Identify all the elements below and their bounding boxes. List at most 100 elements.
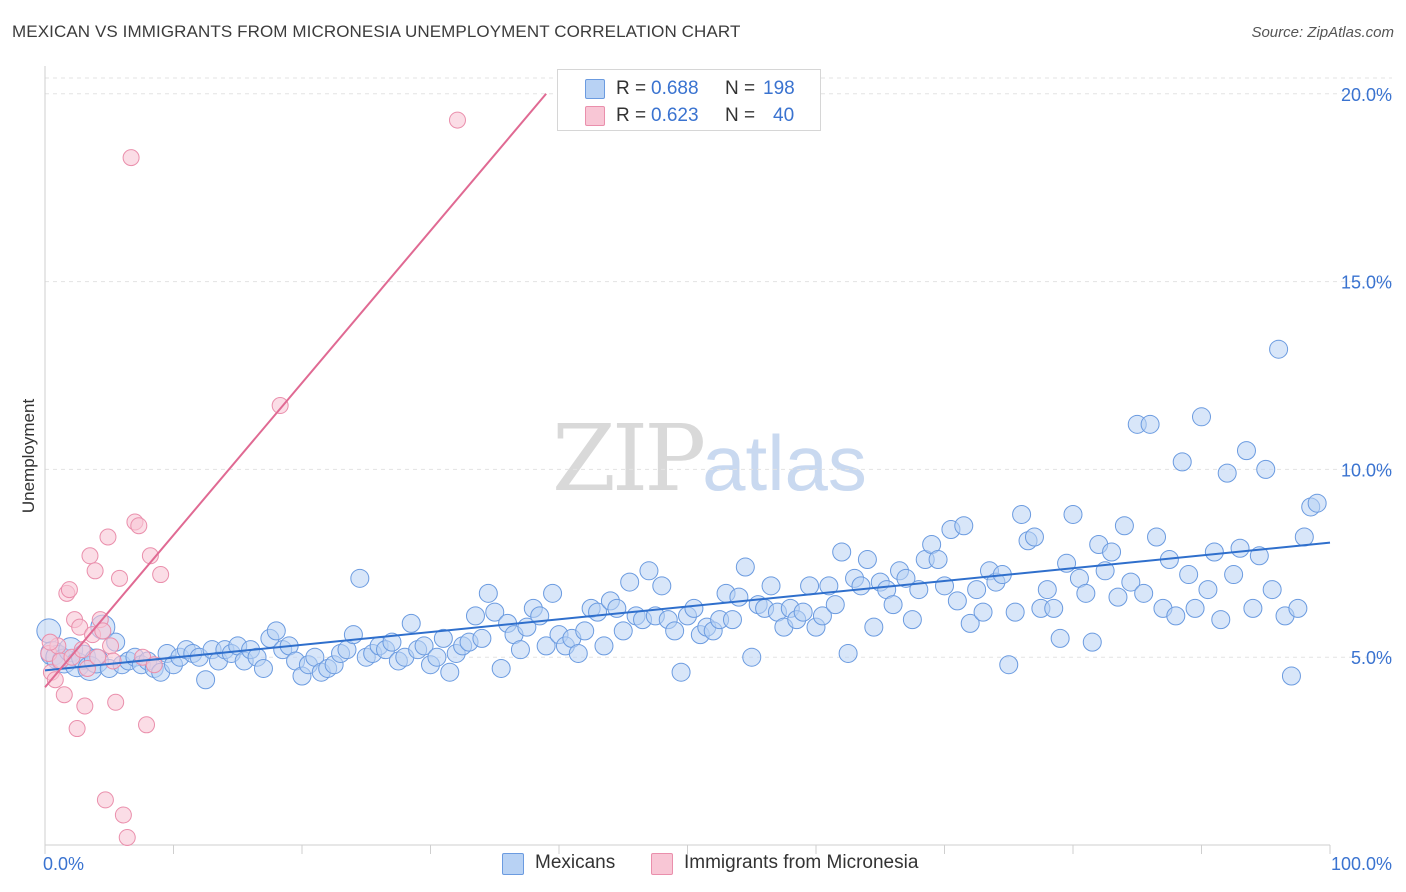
mexicans-point <box>478 583 498 603</box>
mexicans-point <box>909 580 929 600</box>
mexicans-swatch <box>585 79 605 99</box>
mexicans-point <box>800 576 820 596</box>
micronesia-point <box>68 720 86 738</box>
mexicans-point <box>440 662 460 682</box>
mexicans-point <box>671 662 691 682</box>
mexicans-point <box>1281 666 1301 686</box>
micronesia-point <box>86 562 104 580</box>
legend-row-mexicans: R = 0.688 N = 198 <box>558 76 820 102</box>
mexicans-point <box>485 602 505 622</box>
micronesia-point <box>104 652 122 670</box>
micronesia-points <box>40 111 466 846</box>
micronesia-point <box>96 791 114 809</box>
source-label: Source: ZipAtlas.com <box>1251 24 1394 41</box>
micronesia-point <box>114 806 132 824</box>
watermark: ZIPatlas <box>552 405 867 512</box>
mexicans-point <box>350 568 370 588</box>
mexicans-point <box>1217 463 1237 483</box>
mexicans-point <box>1185 598 1205 618</box>
mexicans-point <box>568 643 588 663</box>
watermark-atlas: atlas <box>702 419 867 507</box>
mexicans-point <box>1236 441 1256 461</box>
micronesia-point <box>60 581 78 599</box>
mexicans-trend-line <box>44 541 1331 672</box>
mexicans-point <box>536 636 556 656</box>
mexicans-point <box>1037 580 1057 600</box>
mexicans-point <box>947 591 967 611</box>
mexicans-point <box>491 658 511 678</box>
y-tick-label: 15.0% <box>1341 273 1392 293</box>
micronesia-point <box>94 622 112 640</box>
correlation-legend: R = 0.688 N = 198 R = 0.623 N = 40 <box>557 69 821 131</box>
mexicans-point <box>819 576 839 596</box>
micronesia-point <box>89 648 107 666</box>
y-tick-label: 10.0% <box>1341 460 1392 480</box>
mexicans-point <box>1114 516 1134 536</box>
mexicans-point <box>1012 504 1032 524</box>
mexicans-point <box>1172 452 1192 472</box>
mexicans-point <box>1044 598 1064 618</box>
micronesia-trend-line <box>44 93 547 688</box>
mexicans-point <box>253 658 273 678</box>
mexicans-point <box>1262 580 1282 600</box>
mexicans-point <box>999 655 1019 675</box>
mexicans-point <box>1102 542 1122 562</box>
micronesia-point <box>41 633 59 651</box>
mexicans-point <box>954 516 974 536</box>
micronesia-legend-label: Immigrants from Micronesia <box>684 852 919 873</box>
mexicans-point <box>1249 546 1269 566</box>
mexicans-point <box>1063 504 1083 524</box>
r-value: 0.688 <box>651 78 699 99</box>
mexicans-point <box>1179 565 1199 585</box>
mexicans-point <box>1140 414 1160 434</box>
mexicans-point <box>543 583 563 603</box>
mexicans-point <box>382 632 402 652</box>
mexicans-point <box>832 542 852 562</box>
legend-row-micronesia: R = 0.623 N = 40 <box>558 103 820 129</box>
mexicans-point <box>639 561 659 581</box>
mexicans-point <box>838 643 858 663</box>
mexicans-point <box>1294 527 1314 547</box>
mexicans-point <box>414 636 434 656</box>
mexicans-point <box>1121 572 1141 592</box>
micronesia-point <box>76 697 94 715</box>
micronesia-point <box>55 686 73 704</box>
mexicans-point <box>465 606 485 626</box>
mexicans-point <box>902 610 922 630</box>
mexicans-point <box>735 557 755 577</box>
mexicans-point <box>729 587 749 607</box>
mexicans-point <box>1134 583 1154 603</box>
n-label: N = <box>725 78 756 99</box>
n-value: 40 <box>773 105 795 126</box>
mexicans-point <box>472 628 492 648</box>
mexicans-point <box>1108 587 1128 607</box>
mexicans-point <box>1307 493 1327 513</box>
mexicans-point <box>433 628 453 648</box>
mexicans-points <box>36 339 1327 690</box>
mexicans-point <box>864 617 884 637</box>
n-label: N = <box>725 105 756 126</box>
micronesia-point <box>138 716 156 734</box>
mexicans-point <box>825 595 845 615</box>
mexicans-point <box>960 613 980 633</box>
mexicans-point <box>266 621 286 641</box>
axes <box>44 66 1331 854</box>
mexicans-point <box>401 613 421 633</box>
micronesia-point <box>102 637 120 655</box>
mexicans-point <box>575 621 595 641</box>
n-value: 198 <box>763 78 795 99</box>
micronesia-point <box>448 111 466 129</box>
mexicans-point <box>973 602 993 622</box>
micronesia-point <box>99 528 117 546</box>
mexicans-point <box>793 602 813 622</box>
mexicans-point <box>1224 565 1244 585</box>
mexicans-point <box>1076 583 1096 603</box>
mexicans-point <box>1211 610 1231 630</box>
y-tick-label: 20.0% <box>1341 85 1392 105</box>
mexicans-point <box>1256 459 1276 479</box>
mexicans-point <box>1082 632 1102 652</box>
micronesia-point <box>271 397 289 415</box>
x-tick-label-max: 100.0% <box>1331 854 1392 874</box>
mexicans-point <box>1243 598 1263 618</box>
